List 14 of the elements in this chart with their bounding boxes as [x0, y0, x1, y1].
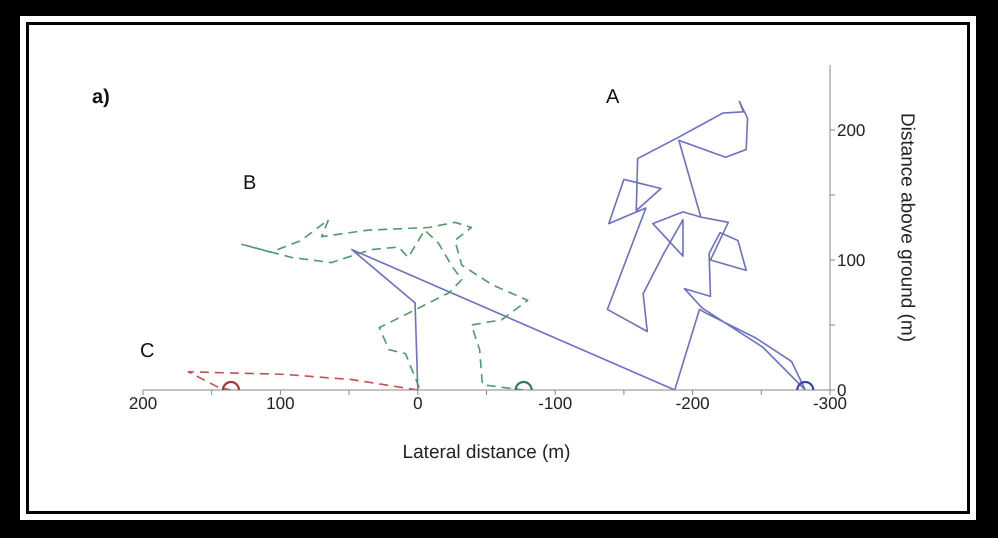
y-tick-label: 200: [837, 121, 866, 140]
x-tick-label: -100: [538, 394, 572, 414]
x-axis-title: Lateral distance (m): [402, 442, 570, 463]
y-axis-title: Distance above ground (m): [896, 112, 918, 342]
x-tick-label: -200: [676, 394, 710, 414]
y-tick-label: 100: [837, 251, 866, 270]
annotation: B: [243, 172, 256, 195]
x-tick-label: 0: [413, 394, 423, 414]
x-tick-label: 100: [266, 394, 295, 414]
line-series: [188, 371, 419, 390]
x-tick-label: 200: [128, 394, 158, 414]
annotation: C: [140, 340, 154, 363]
text: a): [92, 86, 110, 109]
annotation: A: [606, 86, 620, 109]
